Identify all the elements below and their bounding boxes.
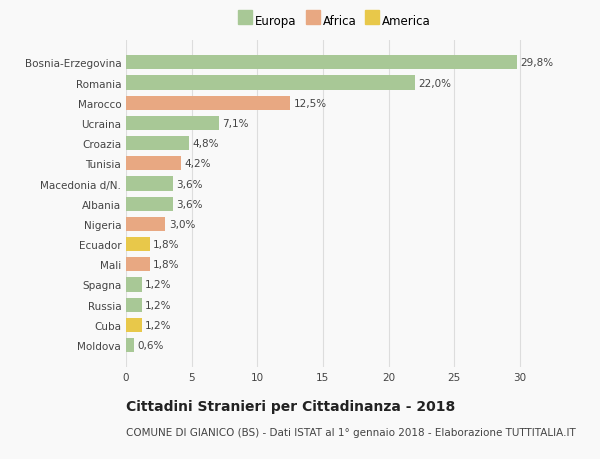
Bar [126,177,173,191]
Bar [126,278,142,292]
Bar [126,338,134,353]
Bar [126,218,166,231]
Bar [126,117,219,131]
Text: 0,6%: 0,6% [137,340,164,350]
Text: 29,8%: 29,8% [520,58,554,68]
Bar [126,257,149,272]
Text: 22,0%: 22,0% [418,78,451,88]
Text: 1,8%: 1,8% [153,260,179,270]
Bar [126,237,149,252]
Bar [126,197,173,211]
Text: 1,8%: 1,8% [153,240,179,250]
Bar [126,56,517,70]
Text: 3,0%: 3,0% [169,219,195,230]
Text: 4,8%: 4,8% [192,139,219,149]
Text: 1,2%: 1,2% [145,320,172,330]
Text: COMUNE DI GIANICO (BS) - Dati ISTAT al 1° gennaio 2018 - Elaborazione TUTTITALIA: COMUNE DI GIANICO (BS) - Dati ISTAT al 1… [126,427,576,437]
Text: 4,2%: 4,2% [184,159,211,169]
Bar [126,137,189,151]
Text: 1,2%: 1,2% [145,280,172,290]
Bar [126,157,181,171]
Text: 3,6%: 3,6% [176,199,203,209]
Bar [126,76,415,90]
Text: Cittadini Stranieri per Cittadinanza - 2018: Cittadini Stranieri per Cittadinanza - 2… [126,399,455,413]
Text: 12,5%: 12,5% [293,99,326,108]
Bar [126,298,142,312]
Bar [126,318,142,332]
Bar [126,96,290,111]
Text: 3,6%: 3,6% [176,179,203,189]
Legend: Europa, Africa, America: Europa, Africa, America [241,15,431,28]
Text: 1,2%: 1,2% [145,300,172,310]
Text: 7,1%: 7,1% [223,118,249,129]
